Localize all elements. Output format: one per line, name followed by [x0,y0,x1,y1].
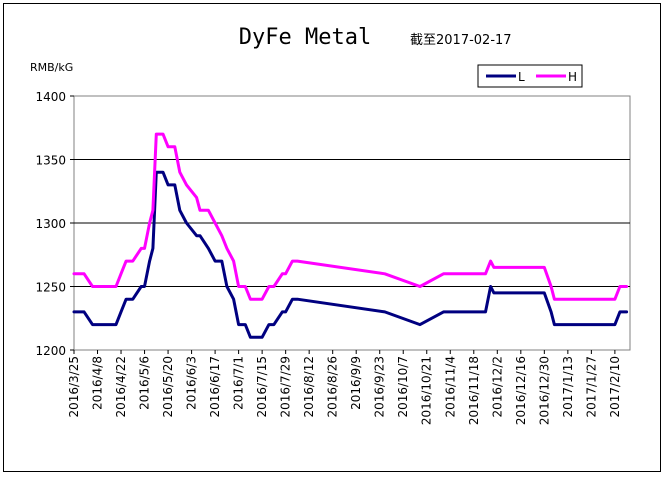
series-line-h [72,132,629,301]
chart-title: DyFe Metal [239,25,371,50]
y-tick-label: 1300 [35,217,66,231]
x-tick-label: 2016/12/2 [490,356,504,418]
y-tick-label: 1250 [35,281,66,295]
x-tick-label: 2017/1/13 [561,356,575,418]
x-tick-label: 2017/1/27 [584,356,598,418]
x-tick-label: 2016/10/7 [396,356,410,418]
y-tick-label: 1350 [35,154,66,168]
x-axis-ticks: 2016/3/25 2016/4/8 2016/4/22 2016/5/6 2016/5… [67,350,622,425]
x-tick-label: 2016/9/23 [373,356,387,418]
x-tick-label: 2016/12/16 [514,356,528,425]
x-tick-label: 2016/5/20 [161,356,175,418]
x-tick-label: 2016/12/30 [537,356,551,425]
x-tick-label: 2016/4/22 [114,356,128,418]
x-tick-label: 2016/9/9 [349,356,363,410]
x-tick-label: 2016/10/21 [420,356,434,425]
series-line-l [72,170,629,339]
y-tick-label: 1200 [35,344,66,358]
x-tick-label: 2016/8/26 [326,356,340,418]
y-axis-ticks: 1200 1250 1300 1350 1400 [35,90,74,358]
legend: L H [477,64,583,88]
legend-label-h: H [568,70,577,84]
y-tick-label: 1400 [35,90,66,104]
x-tick-label: 2016/7/15 [255,356,269,418]
x-tick-label: 2016/3/25 [67,356,81,418]
x-tick-label: 2016/11/18 [467,356,481,425]
x-tick-label: 2016/6/17 [208,356,222,418]
x-tick-label: 2016/11/4 [443,356,457,418]
x-tick-label: 2017/2/10 [608,356,622,418]
x-tick-label: 2016/5/6 [138,356,152,410]
x-tick-label: 2016/7/1 [232,356,246,410]
x-tick-label: 2016/7/29 [279,356,293,418]
x-tick-label: 2016/6/3 [185,356,199,410]
series-lines [72,132,629,339]
legend-label-l: L [518,70,525,84]
x-tick-label: 2016/8/12 [302,356,316,418]
gridlines [74,159,630,287]
chart-subtitle: 截至2017-02-17 [410,33,512,48]
x-tick-label: 2016/4/8 [91,356,105,410]
y-axis-label: RMB/kG [30,61,73,74]
legend-box [477,64,583,88]
